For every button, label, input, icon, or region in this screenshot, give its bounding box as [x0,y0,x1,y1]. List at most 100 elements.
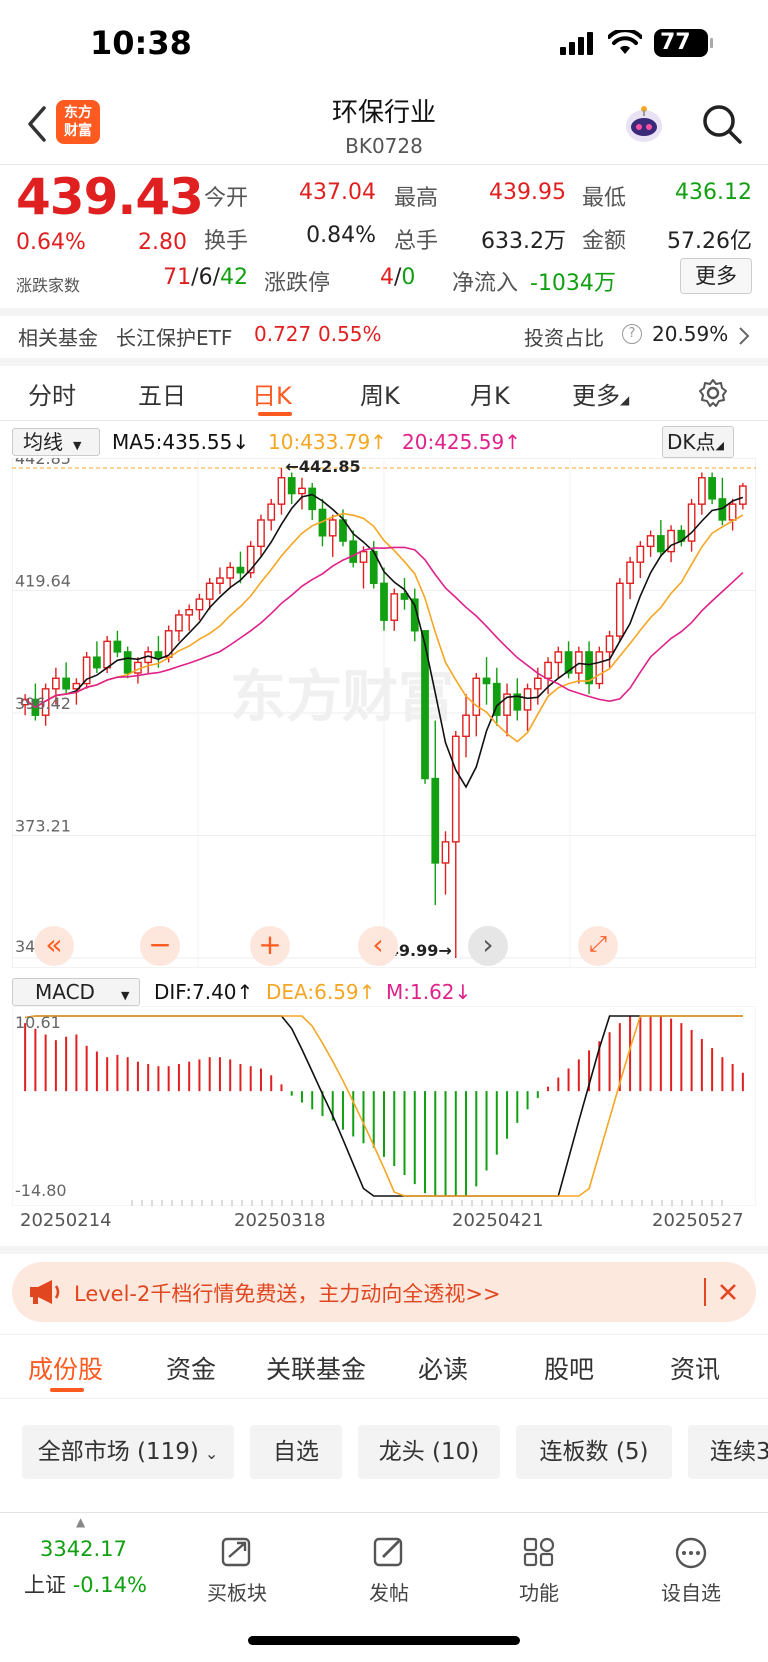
page-title: 环保行业 [331,98,436,128]
ma5-value: MA5:435.55↓ [112,430,250,454]
sector-code: BK0728 [345,134,423,158]
macd-dea-line [24,1015,743,1197]
tab-related-funds[interactable]: 关联基金 [266,1355,367,1384]
candle [626,556,634,600]
fund-weight: 20.59% [652,322,729,346]
divider [704,1278,706,1306]
scroll-left-icon[interactable]: ‹ [358,926,398,966]
chevron-down-icon: ⌄ [204,1444,219,1463]
level2-promo-banner[interactable]: Level-2千档行情免费送，主力动向全透视>> [12,1262,756,1322]
fund-weight-label: 投资占比 [524,326,604,350]
logo-line-1: 东方 [64,105,92,121]
tab-capital[interactable]: 资金 [166,1355,217,1384]
candle [390,588,399,631]
ma20-line [24,546,744,709]
caret-icon: ◢ [715,439,724,452]
index-summary[interactable]: 上证 -0.14% [24,1569,147,1599]
buy-sector-button[interactable]: 买板块 [182,1535,292,1606]
tab-forum[interactable]: 股吧 [544,1355,595,1384]
add-watchlist-button[interactable]: 设自选 [636,1535,746,1606]
candle [728,498,737,531]
limit-label: 涨跌停 [264,271,331,296]
candle [175,609,183,642]
candle [41,683,50,726]
macd-y-top: 10.61 [15,1013,61,1032]
tab-intraday[interactable]: 分时 [28,382,76,410]
zoom-in-icon[interactable]: + [250,926,290,966]
settings-gear-icon[interactable] [698,378,728,408]
tab-news[interactable]: 资讯 [670,1355,721,1384]
candle [62,662,71,695]
search-icon[interactable] [700,102,744,146]
post-label: 发帖 [369,1581,409,1605]
related-fund-row[interactable]: 相关基金 长江保护ETF 0.727 0.55% 投资占比 ? 20.59% [0,312,768,358]
add-watchlist-label: 设自选 [661,1581,721,1605]
index-name: 上证 [24,1573,66,1597]
down-count: 42 [220,265,248,290]
indicator-dropdown[interactable]: 均线 ▼ [12,428,100,456]
divider [0,358,768,366]
buy-sector-icon [221,1537,251,1567]
candle [400,578,409,610]
kline-chart[interactable]: 东方财富 442.85419.64396.42373.21349.99←442.… [12,458,756,968]
tab-weekly-k[interactable]: 周K [360,382,400,410]
ma10-line [24,512,744,743]
change-percent: 0.64% [16,230,86,255]
scroll-left-fast-icon[interactable]: « [34,926,74,966]
scroll-right-icon[interactable]: › [468,926,508,966]
help-icon[interactable]: ? [622,324,642,344]
low-label: 最低 [582,186,627,211]
candle [595,646,604,689]
tab-monthly-k[interactable]: 月K [470,382,510,410]
indicator-dropdown-label: 均线 [23,430,63,454]
fullscreen-icon[interactable]: ⤢ [578,926,618,966]
caret-up-icon[interactable]: ▲ [76,1515,86,1529]
low-value: 436.12 [675,180,752,205]
close-icon[interactable] [718,1282,738,1302]
wifi-icon [608,30,642,54]
candle [93,641,101,674]
macd-dropdown[interactable]: MACD ▼ [12,978,140,1006]
banner-text: Level-2千档行情免费送，主力动向全透视>> [74,1282,501,1306]
divider [0,420,768,421]
candle [738,483,747,510]
tab-five-day[interactable]: 五日 [138,382,186,410]
caret-icon: ◢ [620,393,630,407]
candle [328,514,337,557]
more-quote-button[interactable]: 更多 [680,258,752,294]
sep-3: / [394,265,402,290]
chip-leaders[interactable]: 龙头 (10) [358,1425,500,1479]
candle [277,468,286,515]
tab-daily-k[interactable]: 日K [252,382,292,410]
chip-all-markets[interactable]: 全部市场 (119) ⌄ [22,1425,234,1479]
period-high-marker: ←442.85 [285,458,360,476]
tab-more-periods[interactable]: 更多◢ [572,376,629,411]
back-arrow-icon[interactable] [22,104,52,144]
chip-watchlist[interactable]: 自选 [250,1425,342,1479]
post-button[interactable]: 发帖 [334,1535,444,1606]
functions-button[interactable]: 功能 [484,1535,594,1606]
macd-chart[interactable]: 10.61 -14.80 [12,1006,756,1206]
status-icons: 77 [560,28,713,58]
candle [523,683,532,732]
dk-point-button[interactable]: DK点◢ [662,426,734,458]
divider [0,1246,768,1254]
eastmoney-logo[interactable]: 东方 财富 [56,100,100,144]
zoom-out-icon[interactable]: − [140,926,180,966]
ai-assistant-icon[interactable] [620,100,668,148]
candle [585,641,593,695]
tab-components[interactable]: 成份股 [28,1355,104,1384]
chip-consecutive[interactable]: 连续3 [688,1425,768,1479]
divider [0,164,768,165]
tab-must-read[interactable]: 必读 [418,1355,469,1384]
candle [687,498,696,552]
chip-consecutive-boards[interactable]: 连板数 (5) [516,1425,672,1479]
active-tab-indicator [50,1388,84,1392]
divider [0,1398,768,1399]
updown-count-label: 涨跌家数 [16,276,81,295]
candle [287,472,296,505]
candle [656,519,665,557]
candle [574,646,583,684]
fund-price: 0.727 [254,322,312,346]
index-value[interactable]: 3342.17 [40,1537,127,1561]
